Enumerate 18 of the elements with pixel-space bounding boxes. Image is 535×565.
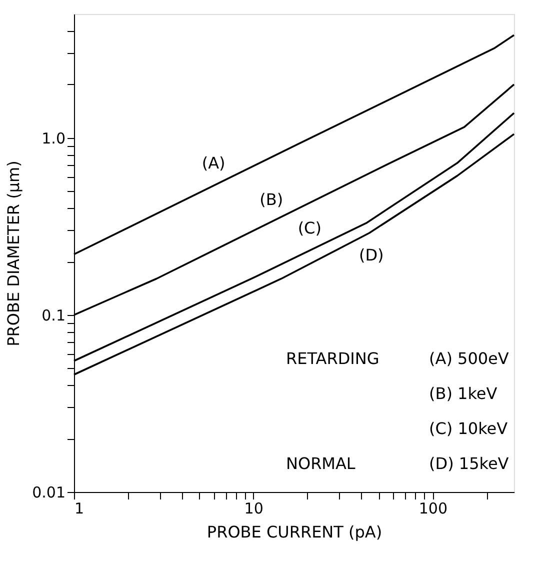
series-label: (C) [298, 218, 322, 238]
x-tick-label: 1 [74, 500, 84, 518]
annotation: (D) 15keV [429, 454, 509, 473]
y-tick-label: 0.01 [32, 484, 66, 502]
y-axis-title: PROBE DIAMETER (μm) [4, 160, 24, 346]
annotation: (A) 500eV [429, 349, 509, 368]
y-tick-label: 0.1 [42, 306, 66, 324]
x-axis-title: PROBE CURRENT (pA) [206, 522, 382, 542]
x-tick-label: 100 [418, 500, 448, 518]
annotation: RETARDING [286, 349, 380, 368]
annotation: (C) 10keV [429, 419, 508, 438]
x-tick-label: 10 [244, 500, 264, 518]
y-tick-label: 1.0 [42, 129, 66, 148]
annotation: NORMAL [286, 454, 356, 473]
series-label: (B) [260, 190, 284, 209]
annotation: (B) 1keV [429, 384, 498, 403]
series-label: (A) [202, 154, 226, 173]
series-label: (D) [358, 246, 384, 265]
